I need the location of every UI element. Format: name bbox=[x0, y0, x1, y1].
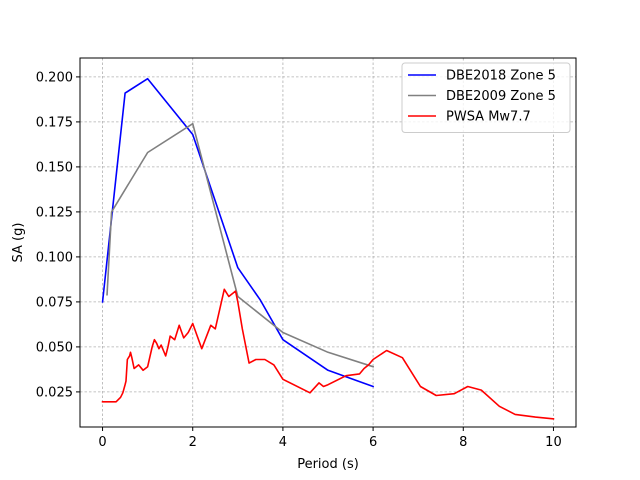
legend-box bbox=[401, 62, 571, 133]
y-tick-label: 0.175 bbox=[36, 115, 73, 130]
legend-label-3: PWSA Mw7.7 bbox=[446, 110, 531, 125]
x-tick-label: 4 bbox=[279, 435, 287, 450]
grid-lines bbox=[80, 58, 576, 427]
y-tick-label: 0.200 bbox=[36, 70, 73, 85]
y-tick-label: 0.025 bbox=[36, 385, 73, 400]
legend: DBE2018 Zone 5 DBE2009 Zone 5 PWSA Mw7.7 bbox=[401, 62, 571, 133]
y-tick-label: 0.100 bbox=[36, 250, 73, 265]
legend-label-2: DBE2009 Zone 5 bbox=[446, 89, 556, 104]
series-line-2 bbox=[106, 122, 375, 368]
series-line-3 bbox=[101, 288, 555, 420]
plot-area-frame bbox=[79, 57, 577, 428]
y-tick-label: 0.075 bbox=[36, 295, 73, 310]
x-tick-label: 0 bbox=[98, 435, 106, 450]
legend-label-1: DBE2018 Zone 5 bbox=[446, 69, 556, 84]
x-tick-label: 10 bbox=[545, 435, 562, 450]
y-tick-label: 0.050 bbox=[36, 340, 73, 355]
x-tick-label: 6 bbox=[369, 435, 377, 450]
y-tick-label: 0.125 bbox=[36, 205, 73, 220]
plot-lines bbox=[101, 77, 555, 420]
x-tick-label: 8 bbox=[459, 435, 467, 450]
x-tick-label: 2 bbox=[189, 435, 197, 450]
axis-ticks: 0 2 4 6 8 10 0.025 0.050 0.075 0.100 0.125 0.150 0.1… bbox=[36, 70, 562, 450]
y-tick-label: 0.150 bbox=[36, 160, 73, 175]
series-line-1 bbox=[101, 77, 375, 388]
x-axis-label: Period (s) bbox=[297, 457, 359, 472]
y-axis-label: SA (g) bbox=[11, 223, 26, 263]
